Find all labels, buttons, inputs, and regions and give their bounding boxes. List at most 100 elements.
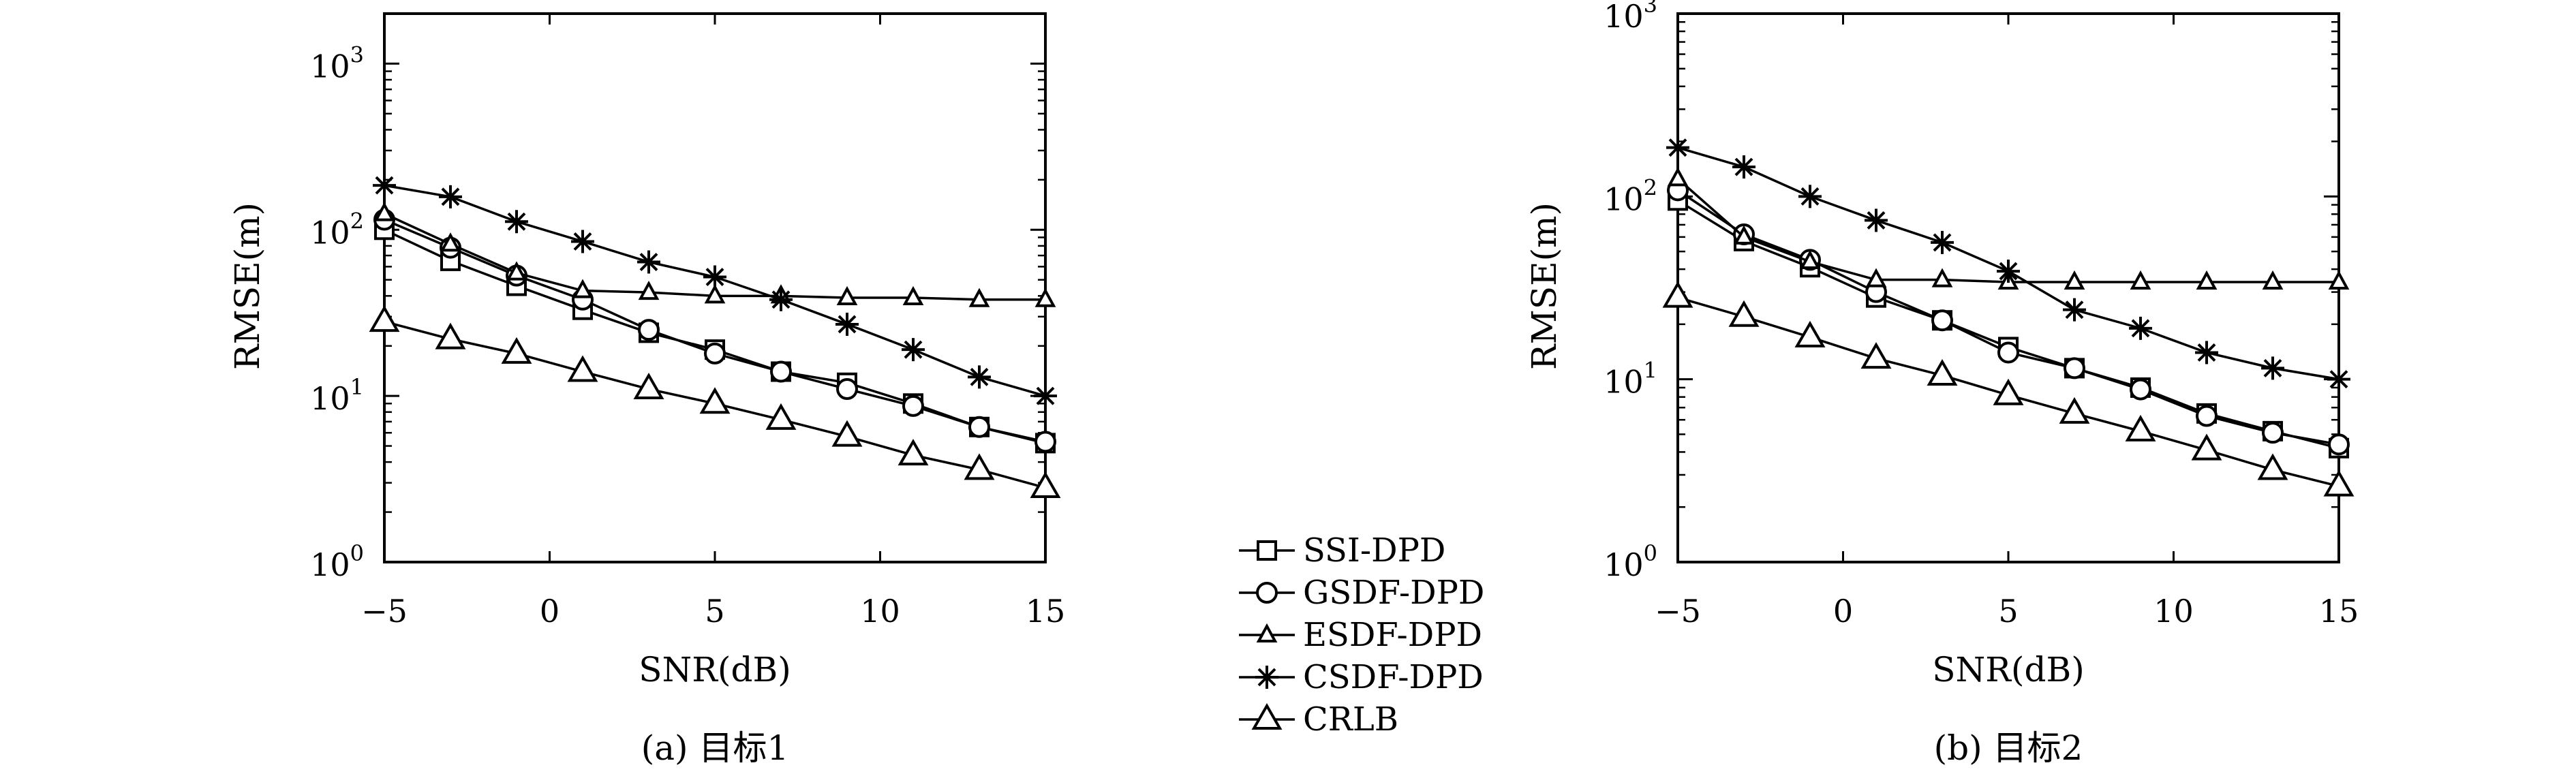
data-point-esdf-dpd	[1931, 268, 1953, 288]
data-point-csdf-dpd	[902, 338, 925, 362]
data-point-esdf-dpd	[2196, 270, 2218, 290]
data-point-esdf-dpd	[1667, 167, 1689, 187]
x-tick-label: 5	[1998, 593, 2018, 630]
series-gsdf-dpd-b	[1667, 179, 2350, 456]
ylabel-b: RMSE(m)	[1524, 202, 1564, 370]
data-point-csdf-dpd	[2195, 341, 2218, 364]
data-point-esdf-dpd	[373, 202, 395, 221]
series-group-b	[1662, 136, 2355, 497]
data-point-csdf-dpd	[968, 365, 991, 389]
legend-item-ssi-dpd: SSI-DPD	[1239, 531, 1445, 570]
panel-b: −5 0 5 10 15 100 101 102 103 SNR(dB) RMSE(m) (b)…	[1524, 0, 2359, 768]
data-point-gsdf-dpd	[2064, 357, 2085, 379]
legend-item-esdf-dpd: ESDF-DPD	[1239, 616, 1482, 654]
data-point-esdf-dpd	[2130, 270, 2151, 290]
data-point-crlb	[765, 403, 797, 430]
legend-item-gsdf-dpd: GSDF-DPD	[1239, 574, 1484, 612]
data-point-csdf-dpd	[1997, 260, 2020, 283]
data-point-esdf-dpd	[1799, 249, 1821, 270]
series-gsdf-dpd-a	[373, 208, 1056, 453]
legend-label: SSI-DPD	[1303, 531, 1445, 570]
data-point-crlb	[633, 373, 664, 400]
legend-marker-csdf-dpd	[1255, 666, 1278, 689]
data-point-esdf-dpd	[440, 232, 461, 252]
data-point-esdf-dpd	[2262, 270, 2284, 290]
data-point-csdf-dpd	[1865, 208, 1888, 232]
data-point-csdf-dpd	[703, 265, 726, 289]
legend-marker-gsdf-dpd	[1256, 582, 1278, 604]
data-point-crlb	[2125, 414, 2156, 441]
y-tick-label: 100	[310, 540, 364, 583]
data-point-esdf-dpd	[968, 288, 990, 307]
data-point-crlb	[2257, 453, 2288, 480]
legend-marker-ssi-dpd	[1257, 540, 1277, 561]
data-point-gsdf-dpd	[2196, 405, 2218, 427]
data-point-esdf-dpd	[1733, 225, 1755, 245]
data-point-csdf-dpd	[1666, 136, 1689, 159]
data-point-csdf-dpd	[1798, 185, 1822, 208]
x-tick-label: 0	[540, 593, 559, 630]
xlabel-b: SNR(dB)	[1932, 650, 2084, 689]
y-tick-label: 103	[310, 42, 364, 84]
x-tick-label: 10	[2153, 593, 2194, 630]
series-line-gsdf-dpd	[1677, 189, 2340, 446]
legend-label: GSDF-DPD	[1303, 574, 1484, 612]
data-point-crlb	[501, 337, 532, 364]
data-point-crlb	[435, 322, 466, 350]
x-tick-label: 10	[860, 593, 900, 630]
series-group-a	[369, 174, 1061, 498]
data-point-esdf-dpd	[638, 280, 660, 300]
panel-a: −5 0 5 10 15 100 101 102 103 SNR(dB) RMSE(m) (a)…	[228, 12, 1065, 768]
series-csdf-dpd-b	[1666, 136, 2350, 391]
data-point-crlb	[831, 420, 863, 447]
x-tick-label: −5	[361, 593, 408, 630]
data-point-gsdf-dpd	[704, 342, 726, 364]
legend-item-csdf-dpd: CSDF-DPD	[1239, 658, 1484, 696]
data-point-esdf-dpd	[2328, 270, 2350, 290]
data-point-crlb	[369, 305, 400, 332]
data-point-csdf-dpd	[1732, 155, 1755, 179]
legend-marker-crlb	[1251, 702, 1283, 730]
caption-a: (a) 目标1	[641, 728, 789, 768]
data-point-csdf-dpd	[571, 230, 594, 253]
x-tick-label: 0	[1833, 593, 1853, 630]
data-point-esdf-dpd	[704, 284, 726, 304]
series-esdf-dpd-b	[1667, 167, 2350, 290]
ticks-b: −5 0 5 10 15 100 101 102 103	[1604, 0, 2359, 630]
data-point-csdf-dpd	[1931, 230, 1954, 254]
y-tick-label: 101	[310, 374, 364, 417]
y-tick-label: 102	[1604, 174, 1657, 217]
series-esdf-dpd-a	[373, 202, 1056, 307]
series-crlb-a	[369, 305, 1061, 498]
data-point-gsdf-dpd	[1034, 431, 1056, 453]
data-point-csdf-dpd	[2063, 298, 2086, 322]
data-point-gsdf-dpd	[770, 360, 792, 383]
series-csdf-dpd-a	[373, 174, 1057, 408]
data-point-esdf-dpd	[1034, 288, 1056, 307]
data-point-csdf-dpd	[769, 288, 793, 311]
data-point-crlb	[1030, 471, 1061, 498]
data-point-crlb	[1662, 281, 1693, 308]
data-point-gsdf-dpd	[836, 378, 858, 401]
legend: SSI-DPD GSDF-DPD ESDF-DPD CSDF-DPD CRLB	[1239, 531, 1484, 739]
y-tick-label: 100	[1604, 540, 1657, 583]
x-tick-label: −5	[1655, 593, 1701, 630]
y-tick-label: 101	[1604, 358, 1657, 401]
data-point-gsdf-dpd	[638, 319, 660, 341]
data-point-crlb	[2191, 433, 2222, 461]
ticks-a: −5 0 5 10 15 100 101 102 103	[310, 12, 1065, 630]
data-point-csdf-dpd	[2261, 356, 2284, 380]
data-point-crlb	[1794, 320, 1826, 347]
data-point-esdf-dpd	[1865, 268, 1887, 288]
data-point-crlb	[1728, 300, 1760, 327]
x-tick-label: 15	[2319, 593, 2359, 630]
data-point-crlb	[2323, 469, 2355, 497]
data-point-csdf-dpd	[439, 185, 462, 208]
data-point-crlb	[1927, 358, 1958, 386]
legend-marker-esdf-dpd	[1256, 623, 1278, 642]
data-point-crlb	[1993, 378, 2024, 405]
data-point-gsdf-dpd	[1997, 341, 2019, 364]
data-point-crlb	[964, 453, 995, 480]
data-point-gsdf-dpd	[2130, 378, 2151, 401]
